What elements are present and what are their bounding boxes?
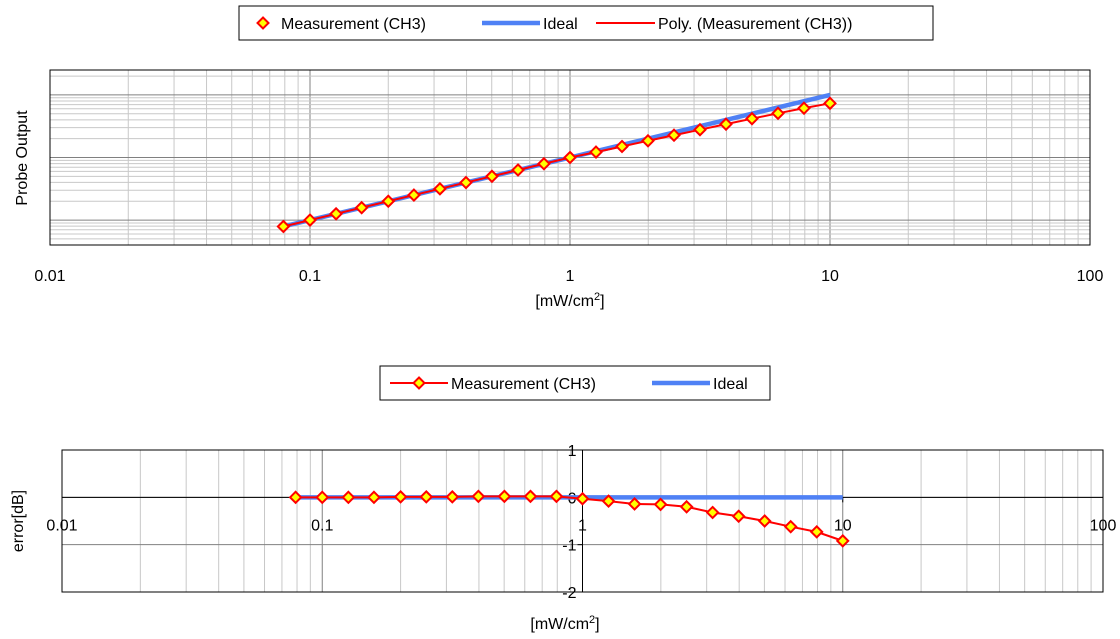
measurement-point xyxy=(757,514,772,528)
measurement-point xyxy=(679,499,694,514)
measurement-point xyxy=(719,117,733,132)
x-tick-label: 10 xyxy=(821,268,839,285)
measurement-point xyxy=(627,497,642,511)
measurement-point xyxy=(797,101,811,116)
y-tick-label: -1 xyxy=(562,538,576,555)
legend-marker xyxy=(412,376,426,390)
legend-bottom: Measurement (CH3) Ideal xyxy=(379,365,771,401)
measurement-point xyxy=(523,489,538,504)
measurement-point xyxy=(315,490,330,505)
measurement-point xyxy=(615,139,629,154)
legend-label: Ideal xyxy=(543,16,578,33)
x-tick-label: 100 xyxy=(1077,268,1104,285)
measurement-point xyxy=(667,128,681,143)
plot-border xyxy=(49,69,1091,246)
measurement-point xyxy=(731,509,746,524)
measurement-point xyxy=(693,122,707,137)
measurement-point xyxy=(471,489,486,504)
measurement-point xyxy=(511,163,525,177)
y-axis-title: Probe Output xyxy=(14,110,31,206)
legend-label: Measurement (CH3) xyxy=(281,16,426,33)
measurement-point xyxy=(823,96,837,111)
legend-label: Ideal xyxy=(713,376,748,393)
x-tick-label: 100 xyxy=(1090,517,1117,534)
x-tick-label: 1 xyxy=(566,268,575,285)
measurement-point xyxy=(303,213,317,228)
x-tick-label: 0.01 xyxy=(34,268,65,285)
x-tick-label: 0.1 xyxy=(299,268,321,285)
measurement-point xyxy=(329,206,344,221)
legend-marker xyxy=(256,16,270,30)
measurement-point xyxy=(419,489,434,504)
measurement-point xyxy=(341,490,356,505)
measurement-point xyxy=(433,181,447,196)
x-tick-label: 0.01 xyxy=(46,517,77,534)
measurement-point xyxy=(288,490,303,505)
y-axis-title: error[dB] xyxy=(10,490,27,552)
y-tick-label: -2 xyxy=(562,585,576,602)
measurement-point xyxy=(407,188,421,202)
measurement-point xyxy=(276,219,291,234)
y-tick-label: 1 xyxy=(568,443,577,460)
legend-box xyxy=(238,5,934,41)
legend-label: Measurement (CH3) xyxy=(451,376,596,393)
legend-top: Measurement (CH3) Ideal Poly. (Measurement… xyxy=(238,5,934,41)
poly-trendline xyxy=(283,102,831,228)
measurement-point xyxy=(537,156,551,171)
x-axis-title: [mW/cm2] xyxy=(530,614,599,633)
measurement-point xyxy=(601,494,616,509)
measurement-point xyxy=(381,194,396,209)
measurement-line xyxy=(295,495,844,542)
measurement-point xyxy=(705,505,720,520)
x-tick-label: 0.1 xyxy=(311,517,333,534)
measurement-point xyxy=(563,150,577,165)
measurement-point xyxy=(641,133,655,148)
measurement-point xyxy=(745,111,759,126)
measurement-point xyxy=(809,524,824,539)
measurement-point xyxy=(575,491,590,506)
measurement-point xyxy=(367,490,381,505)
x-tick-label: 10 xyxy=(834,517,852,534)
measurement-point xyxy=(393,489,408,504)
measurement-point xyxy=(835,533,850,548)
measurement-point xyxy=(549,489,564,504)
measurement-point xyxy=(589,145,603,160)
measurement-point xyxy=(771,106,785,121)
x-axis-title: [mW/cm2] xyxy=(535,291,604,310)
probe-output-chart: 0.01 0.1 1 10 100 Probe Output xyxy=(14,69,1104,285)
legend-label: Poly. (Measurement (CH3)) xyxy=(658,16,852,33)
measurement-point xyxy=(445,489,460,504)
x-tick-label: 1 xyxy=(578,517,587,534)
measurement-point xyxy=(459,175,473,190)
measurement-point xyxy=(354,200,369,215)
measurement-point xyxy=(653,497,668,512)
measurement-point xyxy=(497,489,512,504)
measurement-point xyxy=(485,169,499,184)
measurement-point xyxy=(783,519,798,534)
